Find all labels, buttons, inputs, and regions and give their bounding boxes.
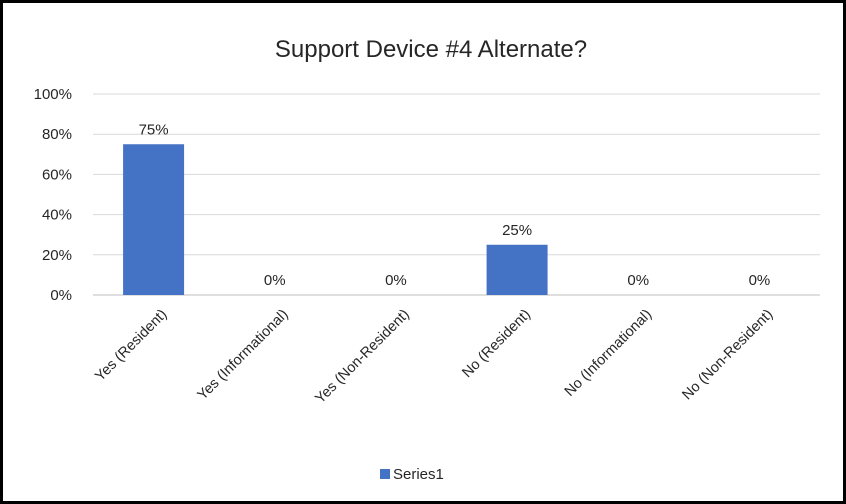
y-tick-label: 40% [42, 207, 72, 224]
bar [123, 144, 185, 295]
data-label: 75% [139, 121, 169, 138]
data-label: 0% [749, 272, 771, 289]
legend-swatch [380, 469, 390, 479]
legend: Series1 [380, 466, 444, 483]
data-label: 0% [627, 272, 649, 289]
y-tick-label: 0% [50, 287, 72, 304]
bar [486, 244, 548, 295]
y-axis-ticks: 0% 20% 40% 60% 80% 100% [34, 86, 72, 304]
legend-label: Series1 [393, 466, 444, 483]
y-tick-label: 60% [42, 166, 72, 183]
data-label: 0% [385, 272, 407, 289]
bars [123, 144, 548, 295]
data-labels: 75% 0% 0% 25% 0% 0% [139, 121, 771, 289]
y-tick-label: 100% [34, 86, 72, 103]
data-label: 25% [502, 222, 532, 239]
y-tick-label: 20% [42, 247, 72, 264]
y-tick-label: 80% [42, 126, 72, 143]
chart-title: Support Device #4 Alternate? [275, 36, 587, 63]
data-label: 0% [264, 272, 286, 289]
gridlines [93, 93, 820, 296]
